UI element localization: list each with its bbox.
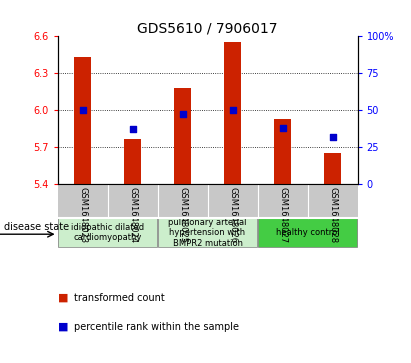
Text: disease state: disease state [4, 222, 69, 232]
Bar [274, 119, 291, 184]
Text: transformed count: transformed count [74, 293, 165, 303]
Text: GSM1648024: GSM1648024 [128, 187, 137, 243]
Bar [174, 88, 191, 184]
Bar [124, 139, 141, 184]
Text: ■: ■ [58, 293, 68, 303]
Title: GDS5610 / 7906017: GDS5610 / 7906017 [137, 21, 278, 35]
Bar [74, 57, 91, 184]
Text: percentile rank within the sample: percentile rank within the sample [74, 322, 239, 332]
Bar [224, 42, 241, 184]
Point [229, 107, 236, 113]
Text: healthy control: healthy control [276, 228, 339, 237]
Text: GSM1648027: GSM1648027 [278, 187, 287, 243]
Bar [258, 219, 357, 247]
Bar [324, 153, 341, 184]
Point [279, 125, 286, 131]
Point [329, 134, 336, 139]
Text: GSM1648026: GSM1648026 [228, 187, 237, 243]
Text: pulmonary arterial
hypertension with
BMPR2 mutation: pulmonary arterial hypertension with BMP… [169, 218, 247, 248]
Point [129, 126, 136, 132]
Text: GSM1648025: GSM1648025 [178, 187, 187, 243]
Bar [158, 219, 257, 247]
Text: idiopathic dilated
cardiomyopathy: idiopathic dilated cardiomyopathy [71, 223, 144, 242]
Text: GSM1648023: GSM1648023 [78, 187, 87, 243]
Bar [58, 219, 157, 247]
Text: GSM1648028: GSM1648028 [328, 187, 337, 243]
Text: ■: ■ [58, 322, 68, 332]
Point [79, 107, 86, 113]
Point [179, 111, 186, 117]
